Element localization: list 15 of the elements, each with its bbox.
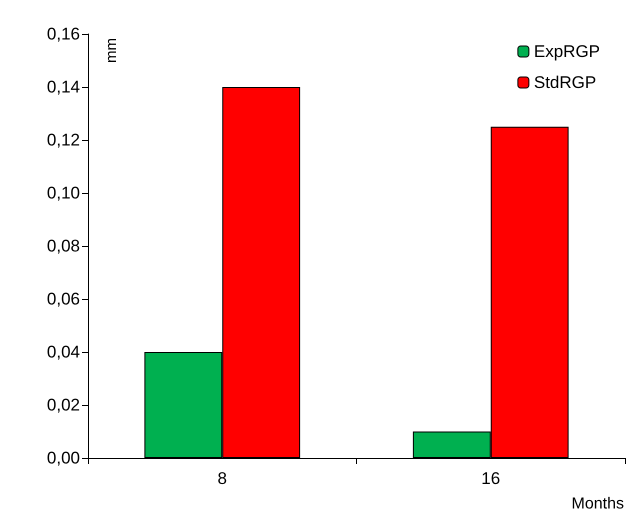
y-tick-label: 0,14 — [46, 78, 80, 96]
y-tick-label: 0,06 — [46, 290, 80, 308]
y-tick-label: 0,08 — [46, 236, 80, 256]
y-tick-label: 0,02 — [46, 396, 80, 414]
x-tick-label: 8 — [218, 469, 227, 488]
y-tick-label: 0,12 — [46, 130, 80, 150]
x-axis-title: Months — [572, 496, 624, 512]
y-tick-label: 0,10 — [46, 184, 80, 202]
y-tick-label: 0,16 — [46, 24, 80, 44]
legend-label: StdRGP — [534, 73, 596, 92]
y-tick-label: 0,00 — [46, 448, 80, 468]
legend-label: ExpRGP — [534, 42, 600, 61]
y-axis-title: mm — [103, 38, 120, 63]
x-tick-label: 16 — [481, 469, 500, 488]
y-tick-label: 0,04 — [46, 342, 80, 362]
